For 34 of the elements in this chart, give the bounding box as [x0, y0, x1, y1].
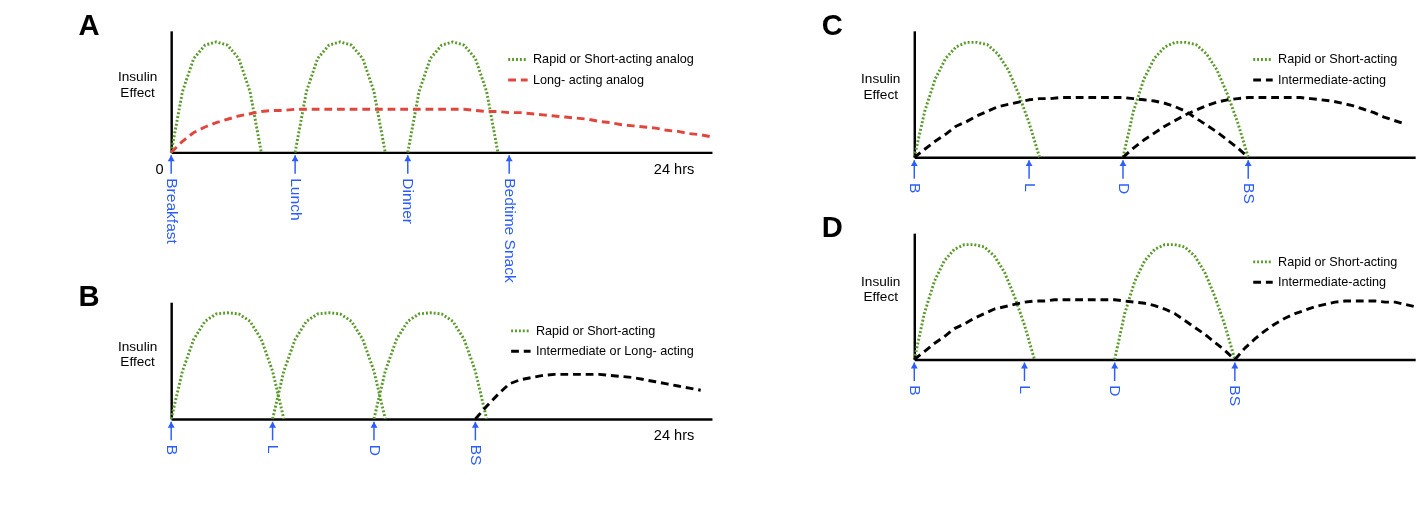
chart-title: C	[821, 8, 843, 41]
text: 24 hrs	[653, 427, 695, 444]
chart-title: B	[78, 280, 100, 313]
x-tick-label: D	[1107, 385, 1125, 397]
y-axis-title: Insulin Effect	[861, 273, 901, 305]
text: 0	[155, 160, 164, 177]
x-tick-label: L	[265, 444, 283, 454]
legend-label: Rapid or Short-acting	[1278, 254, 1398, 269]
x-tick-label: D	[1115, 183, 1133, 195]
x-tick-label: BS	[1240, 183, 1258, 204]
x-tick-label: B	[906, 385, 924, 396]
x-tick-label: B	[163, 444, 181, 456]
x-tick-label: L	[1017, 385, 1035, 395]
y-axis-title: Insulin Effect	[117, 338, 158, 370]
legend-label: Intermediate or Long- acting	[535, 344, 694, 359]
x-tick-label: Bedtime Snack	[501, 178, 519, 283]
x-tick-label: L	[1021, 183, 1039, 193]
legend-label: Rapid or Short-acting	[535, 323, 656, 338]
legend-label: Long- acting analog	[533, 72, 644, 87]
legend-label: Intermediate-acting	[1278, 275, 1387, 290]
x-tick-label: Lunch	[287, 178, 305, 221]
chart-title: A	[78, 8, 100, 41]
x-tick-label: BS	[468, 444, 485, 466]
x-tick-label: D	[366, 444, 384, 456]
y-axis-title: Insulin Effect	[117, 69, 158, 100]
y-axis-title: Insulin Effect	[861, 71, 901, 102]
x-tick-label: Breakfast	[163, 178, 181, 245]
x-tick-label: B	[906, 183, 924, 194]
legend-label: Rapid or Short-acting	[1278, 52, 1398, 67]
legend-label: Rapid or Short-acting analog	[533, 52, 694, 67]
legend-label: Intermediate-acting	[1278, 72, 1387, 87]
text: 24 hrs	[653, 160, 695, 177]
x-tick-label: BS	[1227, 385, 1245, 407]
x-tick-label: Dinner	[400, 178, 418, 225]
